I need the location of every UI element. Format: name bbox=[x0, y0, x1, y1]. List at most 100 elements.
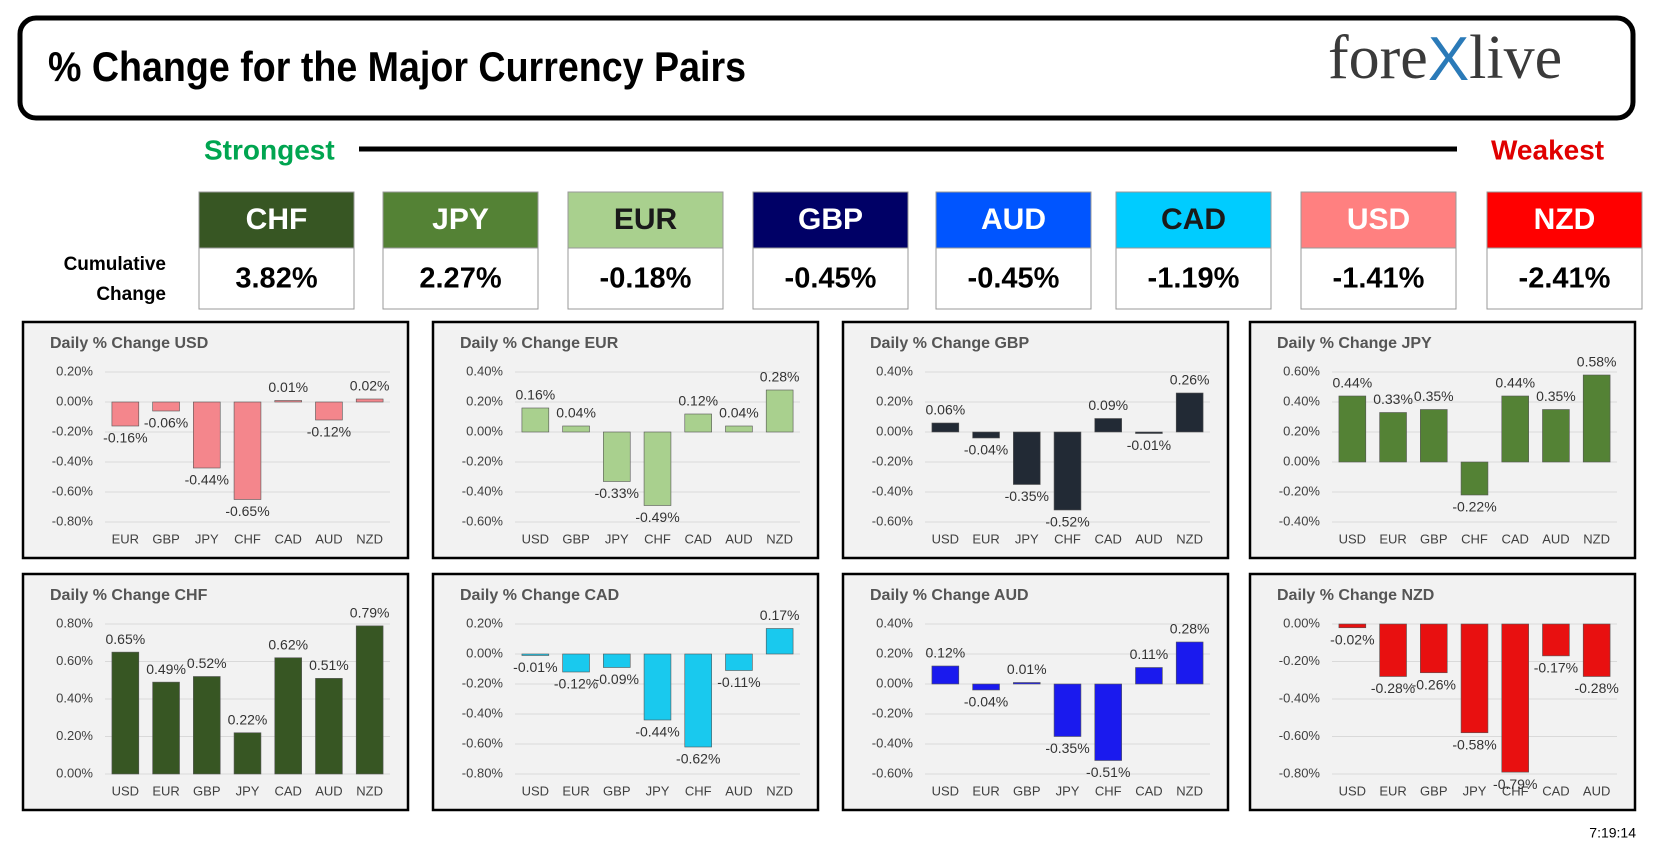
value-label: -0.04% bbox=[964, 442, 1008, 458]
value-label: -0.79% bbox=[1493, 776, 1537, 792]
row-label: Change bbox=[96, 284, 166, 305]
bar bbox=[315, 678, 343, 775]
currency-label: JPY bbox=[432, 203, 489, 236]
y-tick-label: 0.20% bbox=[56, 728, 93, 743]
x-tick-label: CHF bbox=[1054, 531, 1081, 546]
x-tick-label: EUR bbox=[112, 531, 139, 546]
currency-label: EUR bbox=[614, 203, 678, 236]
change-cell bbox=[935, 247, 1092, 310]
bar bbox=[765, 389, 794, 433]
chart-panel: Daily % Change JPY 0.60% 0.40% 0.20% 0.00% -0… bbox=[1248, 320, 1637, 560]
bar bbox=[521, 407, 550, 433]
ranking-item: AUD -0.45% bbox=[935, 191, 1092, 310]
y-tick-label: -0.20% bbox=[872, 705, 914, 720]
y-tick-label: 0.00% bbox=[1283, 453, 1320, 468]
value-label: -0.12% bbox=[307, 424, 351, 440]
chart-panel: Daily % Change NZD 0.00% -0.20% -0.40% -0.60… bbox=[1248, 572, 1637, 812]
x-tick-label: EUR bbox=[1379, 531, 1406, 546]
value-label: -0.44% bbox=[635, 724, 679, 740]
bar bbox=[684, 413, 712, 433]
value-label: -0.16% bbox=[103, 430, 147, 446]
x-tick-label: NZD bbox=[356, 531, 383, 546]
bar bbox=[1175, 392, 1204, 433]
ranking-item: EUR -0.18% bbox=[567, 191, 724, 310]
bar bbox=[1053, 431, 1082, 511]
x-tick-label: GBP bbox=[1420, 531, 1447, 546]
change-value: -0.45% bbox=[785, 263, 877, 295]
change-value: -0.45% bbox=[968, 263, 1060, 295]
x-tick-label: CHF bbox=[1502, 783, 1529, 798]
x-tick-label: GBP bbox=[562, 531, 589, 546]
y-tick-label: -0.80% bbox=[462, 765, 504, 780]
value-label: 0.02% bbox=[350, 378, 390, 394]
y-tick-label: -0.60% bbox=[1279, 728, 1321, 743]
currency-label: GBP bbox=[798, 203, 863, 236]
x-tick-label: NZD bbox=[1176, 531, 1203, 546]
value-label: 0.65% bbox=[106, 631, 146, 647]
y-tick-label: -0.60% bbox=[462, 513, 504, 528]
currency-cell bbox=[567, 191, 724, 249]
y-tick-label: 0.00% bbox=[466, 645, 503, 660]
y-tick-label: -0.20% bbox=[1279, 483, 1321, 498]
x-tick-label: EUR bbox=[152, 783, 179, 798]
bar bbox=[1013, 682, 1041, 685]
y-tick-label: 0.20% bbox=[876, 393, 913, 408]
bar bbox=[1094, 683, 1122, 761]
x-tick-label: USD bbox=[522, 531, 549, 546]
chart-title: Daily % Change JPY bbox=[1277, 335, 1432, 352]
bar bbox=[603, 431, 631, 482]
bar bbox=[521, 653, 550, 656]
x-tick-label: EUR bbox=[972, 783, 999, 798]
value-label: 0.52% bbox=[187, 655, 227, 671]
chart-title: Daily % Change USD bbox=[50, 335, 208, 352]
bar bbox=[193, 676, 221, 775]
x-tick-label: AUD bbox=[725, 531, 752, 546]
value-label: 0.51% bbox=[309, 657, 349, 673]
change-cell bbox=[1300, 247, 1457, 310]
bar bbox=[1501, 395, 1529, 463]
bar bbox=[355, 625, 384, 775]
x-tick-label: AUD bbox=[725, 783, 752, 798]
bar bbox=[315, 401, 343, 421]
value-label: -0.44% bbox=[185, 472, 229, 488]
value-label: 0.09% bbox=[1088, 397, 1128, 413]
y-tick-label: 0.80% bbox=[56, 615, 93, 630]
bar bbox=[1420, 623, 1448, 674]
value-label: 0.79% bbox=[350, 605, 390, 621]
x-tick-label: CAD bbox=[1135, 783, 1162, 798]
y-tick-label: -0.40% bbox=[1279, 690, 1321, 705]
bar bbox=[152, 681, 180, 775]
row-label: Cumulative bbox=[64, 254, 166, 275]
y-tick-label: -0.60% bbox=[872, 765, 914, 780]
chart-panel: Daily % Change EUR 0.40% 0.20% 0.00% -0.20% -… bbox=[431, 320, 820, 560]
bar bbox=[193, 401, 221, 469]
x-tick-label: GBP bbox=[1420, 783, 1447, 798]
value-label: 0.62% bbox=[268, 636, 308, 652]
value-label: -0.02% bbox=[1330, 631, 1374, 647]
change-cell bbox=[752, 247, 909, 310]
change-value: -0.18% bbox=[600, 263, 692, 295]
chart-title: Daily % Change CHF bbox=[50, 587, 208, 604]
value-label: 0.04% bbox=[719, 405, 759, 421]
chart-title: Daily % Change AUD bbox=[870, 587, 1029, 604]
change-value: -2.41% bbox=[1519, 263, 1611, 295]
x-tick-label: GBP bbox=[603, 783, 630, 798]
bar bbox=[1379, 623, 1407, 677]
y-tick-label: -0.20% bbox=[872, 453, 914, 468]
value-label: -0.28% bbox=[1371, 680, 1415, 696]
bar bbox=[233, 401, 262, 500]
currency-cell bbox=[382, 191, 539, 249]
value-label: -0.26% bbox=[1412, 676, 1456, 692]
value-label: 0.17% bbox=[760, 607, 800, 623]
value-label: -0.35% bbox=[1045, 740, 1089, 756]
y-tick-label: 0.40% bbox=[466, 363, 503, 378]
bar bbox=[643, 431, 672, 506]
bar bbox=[1379, 412, 1407, 463]
y-tick-label: -0.20% bbox=[52, 423, 94, 438]
y-tick-label: -0.60% bbox=[872, 513, 914, 528]
change-value: -1.41% bbox=[1333, 263, 1425, 295]
x-tick-label: EUR bbox=[1379, 783, 1406, 798]
bar bbox=[111, 651, 140, 775]
